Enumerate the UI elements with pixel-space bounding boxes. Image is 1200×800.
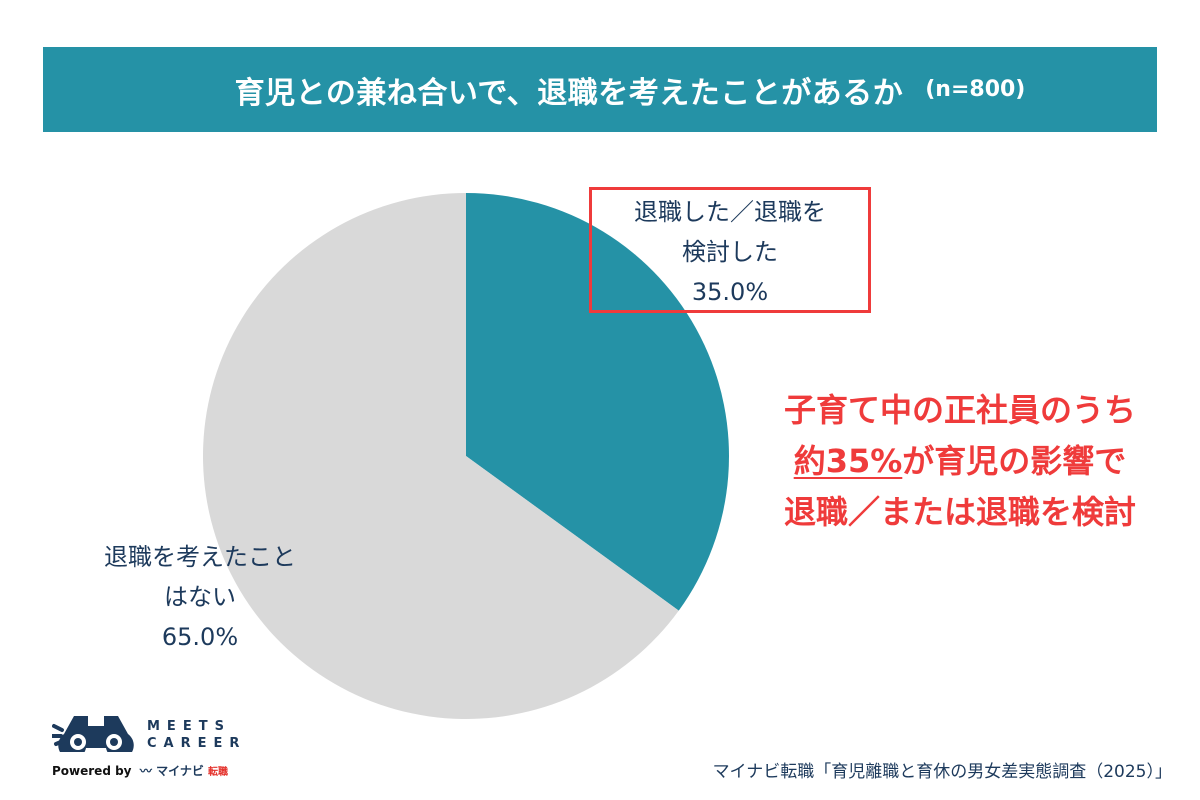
callout-line: 子育て中の正社員のうち: [783, 391, 1136, 429]
title-banner: 育児との兼ね合いで、退職を考えたことがあるか (n=800): [43, 47, 1157, 132]
pie-slice: [202, 193, 679, 719]
brand-sub: 転職: [208, 767, 229, 778]
mynavi-icon: 〰: [135, 764, 152, 778]
label-line: 退職を考えたこと: [104, 543, 296, 571]
logo-line: MEETS: [147, 719, 231, 734]
meets-career-logo: MEETS CAREER Powered by 〰 マイナビ 転職: [50, 712, 239, 782]
callout-line: が育児の影響で: [902, 442, 1127, 480]
label-line: 退職した／退職を: [634, 198, 826, 226]
binoculars-icon: [50, 716, 134, 760]
callout-line: 退職／または退職を検討: [783, 493, 1136, 531]
highlight-callout: 子育て中の正社員のうち 約35%が育児の影響で 退職／または退職を検討: [745, 385, 1175, 538]
pie-slice: [466, 193, 729, 611]
logo-text: MEETS CAREER: [147, 718, 246, 752]
powered-by-text: Powered by: [52, 764, 132, 778]
powered-by: Powered by 〰 マイナビ 転職: [52, 762, 228, 779]
label-line: はない: [164, 583, 236, 611]
brand-name: マイナビ: [156, 764, 204, 778]
chart-title: 育児との兼ね合いで、退職を考えたことがあるか: [234, 75, 904, 111]
label-value: 65.0%: [161, 623, 239, 651]
logo-line: CAREER: [147, 736, 247, 751]
sample-size: (n=800): [925, 77, 1026, 102]
slice-label-considered-quitting: 退職した／退職を 検討した 35.0%: [589, 187, 871, 313]
label-line: 検討した: [682, 238, 778, 266]
label-value: 35.0%: [691, 278, 769, 306]
source-citation: マイナビ転職「育児離職と育休の男女差実態調査（2025）」: [712, 762, 1172, 782]
callout-emphasis: 約35%: [793, 442, 903, 480]
slice-label-never-considered: 退職を考えたこと はない 65.0%: [60, 537, 340, 657]
